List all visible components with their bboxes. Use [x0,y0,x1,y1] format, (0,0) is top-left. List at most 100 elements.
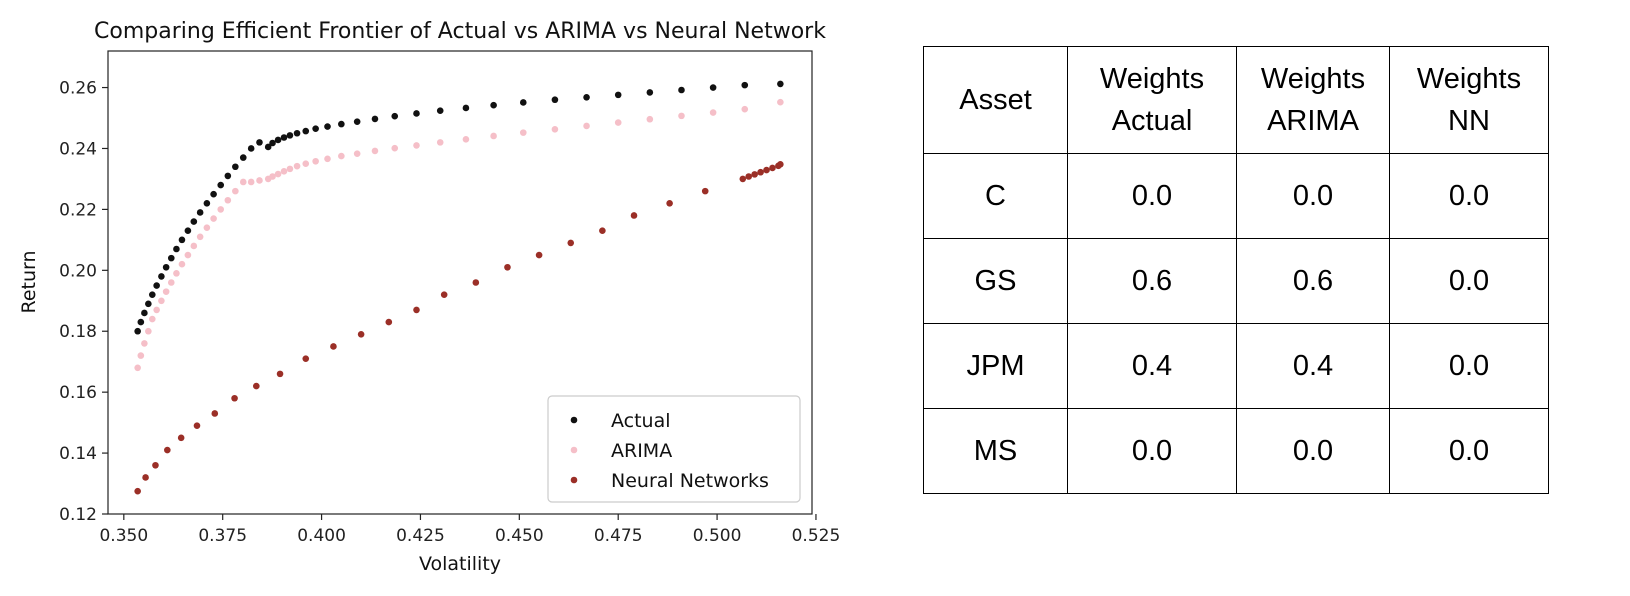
cell-nn: 0.0 [1389,238,1549,324]
data-point [247,145,255,152]
data-point [436,139,444,146]
header-asset: Asset [923,46,1068,154]
chart-title: Comparing Efficient Frontier of Actual v… [94,19,826,44]
data-point [158,297,165,305]
legend-marker [570,476,578,484]
x-tick-label: 0.375 [198,526,247,546]
data-point [599,227,606,235]
data-point [391,112,399,120]
data-point [167,254,175,262]
data-point [741,105,749,113]
data-point [614,91,622,99]
data-point [519,129,527,136]
data-point [253,382,260,390]
data-point [217,206,225,213]
data-point [739,175,747,183]
data-point [178,260,186,268]
data-point [280,134,288,141]
series-actual [134,80,784,335]
table-header-row: Asset Weights Actual Weights ARIMA Weights… [923,46,1549,154]
data-point [173,245,180,253]
data-point [436,107,444,115]
data-point [583,94,590,101]
data-point [745,173,753,180]
data-point [777,80,784,88]
cell-arima: 0.6 [1236,238,1390,324]
data-point [153,282,160,289]
data-point [203,224,211,231]
data-point [490,132,497,140]
data-point [210,215,217,222]
data-point [630,212,638,219]
x-axis: 0.350 0.375 0.400 0.425 0.450 0.475 0.500 0.525 [99,514,840,546]
data-point [210,190,217,198]
data-point [413,306,420,314]
data-point [141,309,148,317]
data-point [196,233,204,241]
data-point [763,166,770,174]
data-point [134,364,141,372]
data-point [224,172,232,180]
legend: Actual ARIMA Neural Networks [547,395,801,503]
data-point [701,187,709,195]
data-point [203,200,211,207]
table-row: GS 0.6 0.6 0.0 [923,238,1549,324]
cell-nn: 0.0 [1389,153,1549,239]
data-point [551,125,559,133]
data-point [462,104,470,112]
data-point [338,152,345,160]
legend-label: Neural Networks [611,470,769,492]
header-weights-arima: Weights ARIMA [1236,46,1390,154]
data-point [391,144,399,152]
cell-asset: GS [923,238,1068,324]
data-point [224,196,232,204]
data-point [158,273,165,280]
data-point [751,171,758,178]
data-point [646,115,654,123]
data-point [264,143,272,151]
y-tick-label: 0.26 [59,79,97,99]
data-point [269,139,276,147]
data-point [184,251,192,259]
x-tick-label: 0.400 [297,526,346,546]
data-point [709,84,717,91]
data-point [583,122,590,130]
data-point [256,139,263,146]
data-point [302,160,310,168]
data-point [535,251,543,259]
y-tick-label: 0.16 [59,383,97,403]
legend-label: ARIMA [611,440,672,462]
data-point [256,177,263,184]
data-point [190,218,198,225]
data-point [142,474,149,481]
data-point [757,168,764,176]
data-point [148,315,156,323]
legend-marker [570,446,578,454]
legend-label: Actual [611,410,671,432]
data-point [519,99,527,106]
cell-arima: 0.0 [1236,408,1390,494]
data-point [413,110,420,117]
y-axis-label: Return [18,250,40,313]
x-tick-label: 0.500 [693,526,742,546]
data-point [217,181,225,189]
data-point [371,147,379,155]
data-point [134,487,141,495]
data-point [177,434,185,442]
cell-asset: JPM [923,323,1068,409]
cell-arima: 0.0 [1236,153,1390,239]
data-point [490,101,497,109]
data-point [504,263,511,271]
data-point [269,173,276,180]
x-tick-label: 0.350 [99,526,148,546]
data-point [137,318,145,326]
data-point [148,291,156,298]
data-point [338,120,345,128]
y-axis: 0.12 0.14 0.16 0.18 0.20 0.22 0.24 0.26 [59,79,108,525]
plot-frame [107,50,813,515]
x-tick-label: 0.475 [594,526,643,546]
data-point [178,236,186,244]
data-point [709,109,717,116]
data-point [769,164,776,172]
data-point [551,96,559,104]
